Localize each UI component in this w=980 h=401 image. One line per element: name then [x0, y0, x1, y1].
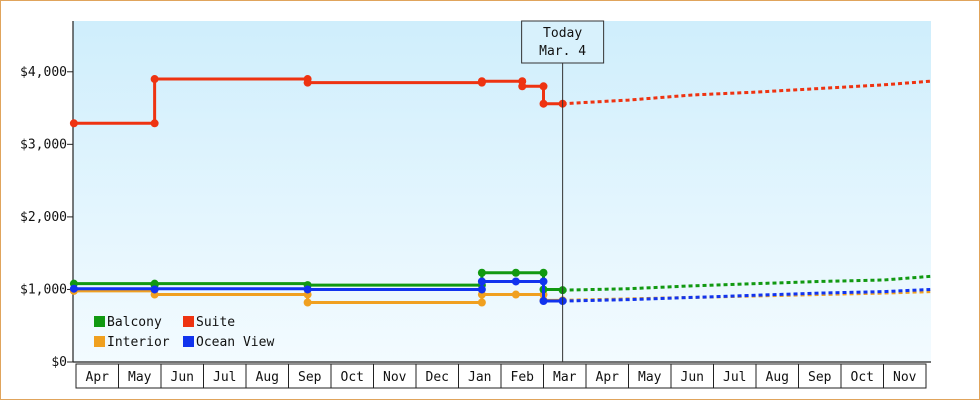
data-point [150, 75, 159, 84]
x-tick-label: May [128, 370, 152, 385]
today-box [521, 20, 605, 64]
plot-background [73, 21, 931, 362]
x-month-box [883, 363, 927, 389]
x-tick-label: Jul [213, 370, 236, 385]
legend-label: Ocean View [196, 335, 274, 350]
data-point [477, 268, 486, 277]
series-suite [69, 75, 931, 128]
y-tick-label: $3,000 [20, 137, 67, 152]
data-point [539, 268, 548, 277]
today-label: Today [543, 26, 582, 41]
x-month-box [840, 363, 884, 389]
series-forecast-line [562, 287, 931, 303]
x-tick-label: Jul [723, 370, 746, 385]
x-tick-label: May [638, 370, 662, 385]
data-point [539, 99, 548, 108]
series-forecast-line [562, 79, 931, 106]
x-tick-label: Jun [171, 370, 194, 385]
legend-swatch [183, 336, 194, 347]
x-month-box [245, 363, 289, 389]
x-tick-label: Nov [383, 370, 407, 385]
y-tick-label: $4,000 [20, 65, 67, 80]
today-date: Mar. 4 [539, 44, 586, 59]
data-point [303, 78, 312, 87]
data-point [539, 82, 548, 91]
x-tick-label: Oct [851, 370, 874, 385]
series-ocean-view [69, 277, 931, 306]
x-tick-label: Nov [893, 370, 917, 385]
legend-item-suite: Suite [183, 315, 235, 330]
series-forecast-line [562, 274, 931, 292]
data-point [539, 297, 548, 306]
y-tick-label: $2,000 [20, 210, 67, 225]
legend-label: Balcony [107, 315, 162, 330]
legend-item-interior: Interior [94, 335, 170, 350]
data-point [69, 284, 78, 293]
legend-swatch [183, 316, 194, 327]
x-month-box [288, 363, 332, 389]
data-point [477, 77, 486, 86]
x-month-box [585, 363, 629, 389]
data-point [150, 119, 159, 128]
data-point [69, 119, 78, 128]
x-month-box [500, 363, 544, 389]
x-tick-label: Jun [681, 370, 704, 385]
x-month-box [713, 363, 757, 389]
legend-swatch [94, 336, 105, 347]
x-tick-label: Jan [468, 370, 491, 385]
x-tick-label: Mar [553, 370, 577, 385]
data-point [511, 277, 520, 286]
data-point [303, 285, 312, 294]
x-tick-label: Dec [426, 370, 449, 385]
x-month-box [118, 363, 162, 389]
x-tick-label: Aug [766, 370, 789, 385]
y-tick-label: $1,000 [20, 282, 67, 297]
legend-label: Suite [196, 315, 235, 330]
data-point [303, 298, 312, 307]
data-point [477, 277, 486, 286]
data-point [518, 82, 527, 91]
legend-swatch [94, 316, 105, 327]
x-month-box [755, 363, 799, 389]
y-tick-label: $0 [51, 355, 67, 370]
x-tick-label: Apr [86, 370, 110, 385]
x-tick-label: Feb [511, 370, 535, 385]
x-month-box [160, 363, 204, 389]
x-tick-label: Sep [808, 370, 832, 385]
x-tick-label: Apr [596, 370, 620, 385]
legend-item-ocean-view: Ocean View [183, 335, 274, 350]
x-tick-label: Oct [341, 370, 364, 385]
data-point [150, 285, 159, 294]
data-point [477, 285, 486, 294]
x-month-box [628, 363, 672, 389]
legend-label: Interior [107, 335, 170, 350]
data-point [477, 298, 486, 307]
x-tick-label: Sep [298, 370, 322, 385]
data-point [539, 277, 548, 286]
data-point [511, 268, 520, 277]
data-point [511, 290, 520, 299]
legend-item-balcony: Balcony [94, 315, 162, 330]
x-month-box [75, 363, 119, 389]
x-month-box [203, 363, 247, 389]
x-tick-label: Aug [256, 370, 279, 385]
x-month-box [415, 363, 459, 389]
